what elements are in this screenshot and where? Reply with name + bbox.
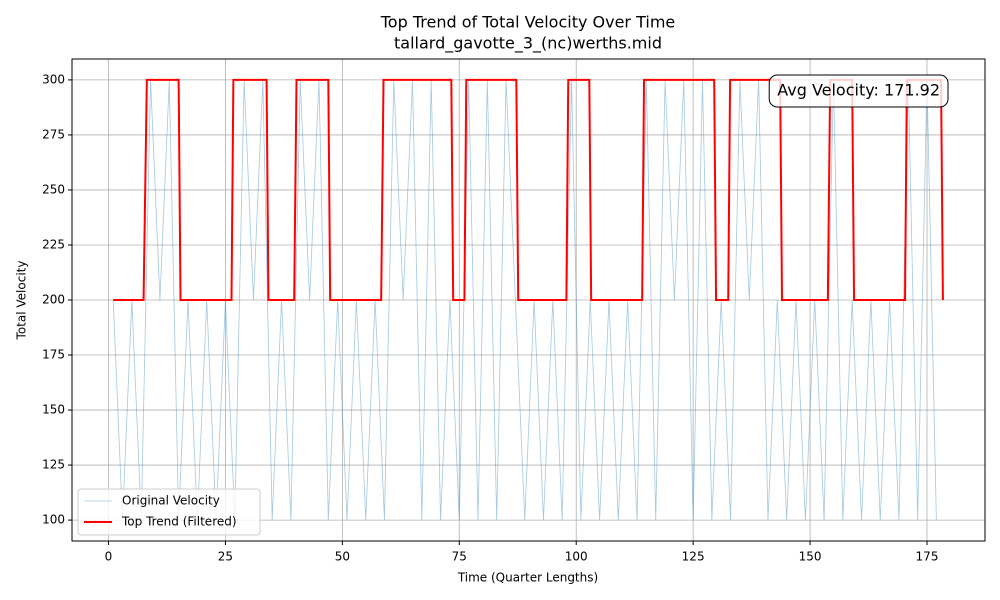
annotation: Avg Velocity: 171.92 [777,81,940,100]
x-tick-label: 150 [799,550,822,564]
series-line [113,78,944,301]
x-axis-label: Time (Quarter Lengths) [457,571,598,585]
x-tick-label: 25 [218,550,233,564]
chart-subtitle: tallard_gavotte_3_(nc)werths.mid [394,34,662,54]
y-tick-label: 275 [42,127,65,141]
series-line [112,79,937,521]
legend-box [77,488,261,536]
y-tick-label: 200 [42,293,65,307]
chart-title: Top Trend of Total Velocity Over Time [380,13,676,32]
y-axis-label: Total Velocity [15,261,29,341]
plot-frame [71,58,986,542]
annotation-box [768,74,949,108]
y-tick-label: 175 [42,348,65,362]
legend-label: Top Trend (Filtered) [121,515,237,529]
x-tick-label: 0 [105,550,113,564]
y-tick-label: 250 [42,182,65,196]
x-tick-label: 75 [452,550,467,564]
y-tick-label: 150 [42,403,65,417]
x-tick-label: 50 [335,550,350,564]
y-tick-label: 100 [42,513,65,527]
x-tick-label: 125 [682,550,705,564]
y-tick-label: 125 [42,458,65,472]
x-tick-label: 100 [565,550,588,564]
legend-label: Original Velocity [122,494,220,508]
x-tick-label: 175 [916,550,939,564]
y-tick-label: 300 [42,72,65,86]
y-tick-label: 225 [42,237,65,251]
